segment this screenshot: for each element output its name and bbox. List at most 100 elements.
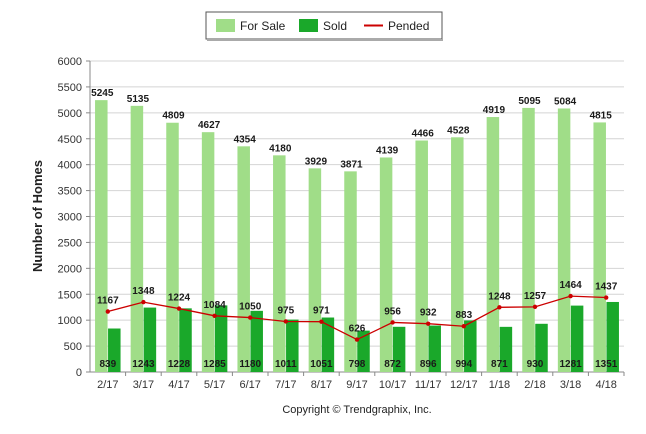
for-sale-value-label: 5095 [518,96,541,107]
for-sale-value-label: 5245 [91,88,114,99]
for-sale-value-label: 3929 [305,156,328,167]
x-tick-label: 1/18 [489,379,510,391]
for-sale-bar [308,168,322,372]
y-tick-label: 3500 [58,186,82,198]
sold-value-label: 994 [455,359,472,370]
x-tick-label: 9/17 [346,379,367,391]
for-sale-value-label: 4809 [162,111,185,122]
for-sale-value-label: 3871 [340,159,363,170]
pended-point [604,295,609,300]
sold-bar [108,328,121,372]
pended-value-label: 883 [455,310,472,321]
copyright-text: Copyright © Trendgraphix, Inc. [282,404,431,416]
for-sale-bar [95,100,108,373]
for-sale-value-label: 4139 [376,145,399,156]
legend-box [205,11,443,40]
x-tick-label: 8/17 [311,379,332,391]
x-tick-label: 3/18 [560,379,581,391]
sold-value-label: 839 [99,359,116,370]
sold-value-label: 1281 [559,359,582,370]
y-tick-label: 2000 [58,263,82,275]
pended-value-label: 1257 [524,291,547,302]
x-tick-label: 12/17 [450,379,478,391]
pended-value-label: 1464 [559,280,582,291]
pended-point [248,315,253,320]
x-tick-label: 2/17 [97,379,118,391]
y-tick-label: 2500 [58,237,82,249]
x-tick-label: 4/17 [168,379,189,391]
sold-value-label: 1243 [132,359,155,370]
pended-point [283,319,288,324]
sold-bar [179,308,192,372]
sold-value-label: 1351 [595,359,618,370]
sold-bar [143,307,157,372]
x-tick-label: 10/17 [379,379,407,391]
for-sale-value-label: 4466 [412,129,435,140]
sold-value-label: 1051 [310,359,333,370]
x-tick-label: 3/17 [133,379,154,391]
pended-value-label: 1348 [132,286,155,297]
sold-bar [606,301,619,372]
pended-value-label: 1224 [168,293,191,304]
pended-point [461,324,466,329]
legend: For Sale Sold Pended [205,11,443,41]
for-sale-bar [379,157,393,372]
legend-label: Sold [323,19,347,33]
grid-lines [90,60,624,373]
sold-value-label: 871 [491,359,508,370]
for-sale-bar [344,171,357,372]
y-tick-label: 4500 [58,134,82,146]
pended-value-label: 1437 [595,282,618,293]
sold-bar [321,317,335,372]
axes: 0 500 1000 1500 2000 2500 3000 3500 4000 4500 5000… [58,56,625,391]
for-sale-value-label: 4528 [447,125,470,136]
for-sale-bar [451,137,464,372]
for-sale-bar [273,155,286,372]
pended-point [532,304,538,310]
pended-point [497,305,502,310]
sold-value-label: 1285 [203,359,226,370]
legend-label: Pended [388,19,429,33]
pended-point [390,320,395,325]
pended-value-label: 1167 [97,296,119,307]
y-tick-label: 3000 [58,212,82,224]
for-sale-bar [593,122,606,372]
sold-bar [357,330,370,372]
for-sale-value-label: 5084 [554,96,577,107]
sold-bar [464,320,477,372]
for-sale-bar [486,117,500,372]
x-tick-label: 4/18 [595,379,616,391]
y-axis-label: Number of Homes [30,160,45,272]
for-sale-bar [201,132,215,372]
pended-point [212,313,217,319]
sold-bar [286,319,299,372]
sold-bar [499,326,513,372]
y-tick-label: 6000 [58,56,82,68]
pended-point [354,337,360,342]
pended-point [568,293,573,299]
y-tick-label: 500 [64,341,82,353]
sold-bar [214,305,228,372]
x-tick-label: 7/17 [275,379,296,391]
for-sale-value-label: 4180 [269,143,292,154]
for-sale-bar [237,146,250,372]
x-tick-label: 2/18 [524,379,545,391]
for-sale-bar [557,108,571,372]
sold-bar [428,325,441,372]
pended-value-label: 971 [313,306,330,317]
for-sale-value-label: 5135 [127,94,150,105]
legend-swatch [299,19,318,32]
sold-value-label: 930 [527,359,544,370]
pended-value-label: 956 [384,306,401,317]
pended-point [141,299,146,305]
pended-point [105,309,111,314]
data-labels: 5245 839 5135 1243 4809 1228 4627 1285 4354 1180 4… [91,88,618,370]
sold-value-label: 1228 [168,359,191,370]
pended-point [319,319,324,324]
y-tick-label: 5000 [58,108,82,120]
x-tick-label: 11/17 [415,379,442,391]
legend-label: For Sale [240,19,286,33]
sold-value-label: 1180 [239,359,261,370]
x-tick-label: 5/17 [204,379,225,391]
